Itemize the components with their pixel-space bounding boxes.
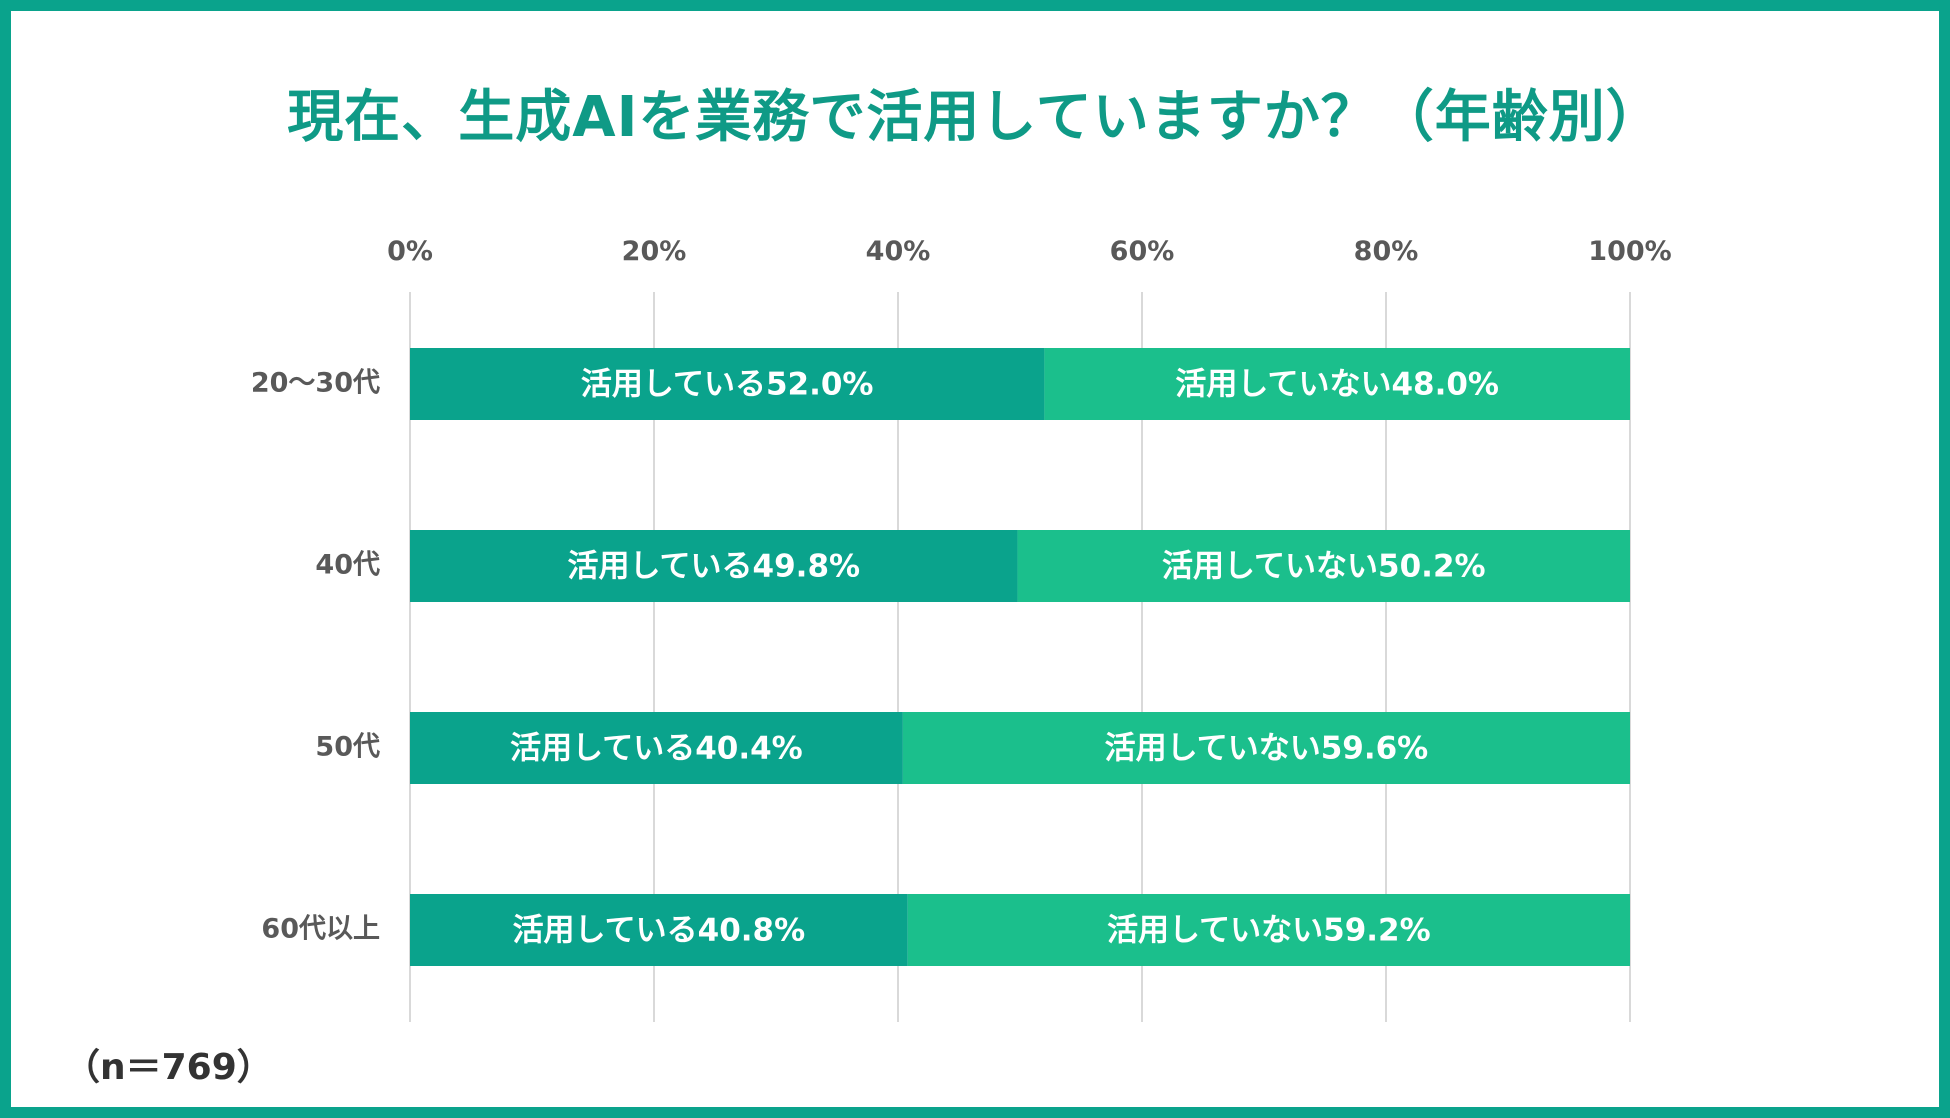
category-label: 40代 xyxy=(315,550,380,581)
x-tick-label: 100% xyxy=(1588,236,1671,267)
bar-not-using xyxy=(902,712,1630,784)
bar-using xyxy=(410,348,1045,420)
x-tick-label: 40% xyxy=(866,236,931,267)
category-label: 20～30代 xyxy=(251,368,380,399)
x-tick-label: 80% xyxy=(1354,236,1419,267)
bar-using xyxy=(410,530,1018,602)
data-label-using: 活用している40.8% xyxy=(513,913,806,949)
x-tick-label: 0% xyxy=(387,236,433,267)
data-label-using: 活用している40.4% xyxy=(510,731,803,767)
sample-size-note: （n＝769） xyxy=(64,1047,273,1088)
data-label-using: 活用している49.8% xyxy=(567,549,860,585)
bar-using xyxy=(410,712,903,784)
bar-not-using xyxy=(1017,530,1630,602)
bar-not-using xyxy=(907,894,1630,966)
data-label-using: 活用している52.0% xyxy=(581,367,874,403)
x-tick-label: 60% xyxy=(1110,236,1175,267)
bar-not-using xyxy=(1044,348,1630,420)
x-axis-tick-labels: 0% 20% 40% 60% 80% 100% xyxy=(387,236,1672,267)
data-label-not-using: 活用していない48.0% xyxy=(1175,367,1499,403)
bar-series xyxy=(410,348,1630,966)
chart-title: 現在、生成AIを業務で活用していますか？（年齢別） xyxy=(287,85,1663,150)
category-label: 50代 xyxy=(315,732,380,763)
category-label: 60代以上 xyxy=(261,914,380,945)
data-label-not-using: 活用していない59.6% xyxy=(1105,731,1429,767)
data-label-not-using: 活用していない59.2% xyxy=(1107,913,1431,949)
bar-using xyxy=(410,894,908,966)
bar-data-labels: 活用している52.0% 活用していない48.0% 活用している49.8% 活用していな… xyxy=(510,367,1499,949)
data-label-not-using: 活用していない50.2% xyxy=(1162,549,1486,585)
x-tick-label: 20% xyxy=(622,236,687,267)
y-axis-category-labels: 20～30代 40代 50代 60代以上 xyxy=(251,368,380,945)
